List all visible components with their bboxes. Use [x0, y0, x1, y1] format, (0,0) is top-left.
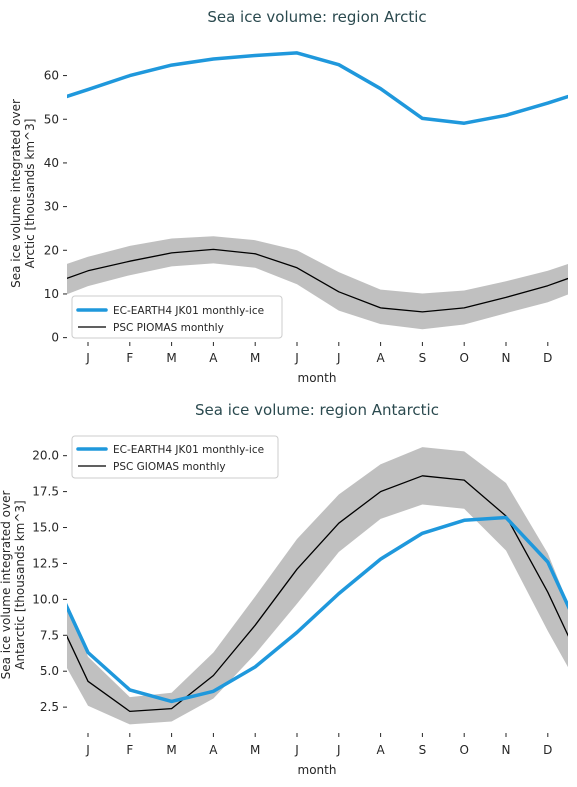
x-tick-label: M: [250, 351, 260, 365]
arctic-uncertainty-bands: [67, 236, 568, 330]
x-tick-label: M: [250, 743, 260, 757]
y-tick-label: 15.0: [32, 521, 59, 535]
x-tick-label: S: [419, 743, 427, 757]
antarctic-uncertainty-bands: [67, 447, 568, 725]
x-tick-label: D: [543, 743, 552, 757]
y-tick-label: 20.0: [32, 449, 59, 463]
x-tick-label: A: [209, 743, 218, 757]
arctic-legend-frame: [71, 295, 283, 339]
arctic-legend-label-obs: PSC PIOMAS monthly: [113, 322, 224, 334]
x-tick-label: J: [85, 351, 90, 365]
antarctic-chart-title: Sea ice volume: region Antarctic: [195, 401, 439, 419]
y-tick-label: 60: [44, 69, 59, 83]
y-tick-label: 12.5: [32, 556, 59, 570]
y-tick-label: 40: [44, 156, 59, 170]
x-tick-label: F: [126, 351, 133, 365]
x-tick-label: M: [166, 351, 176, 365]
x-tick-label: J: [336, 743, 341, 757]
x-tick-label: A: [209, 351, 218, 365]
model-series-line: [67, 515, 568, 704]
x-tick-label: F: [126, 743, 133, 757]
x-tick-label: J: [85, 743, 90, 757]
arctic-y-axis-label: Sea ice volume integrated overArctic [th…: [9, 99, 37, 288]
y-tick-label: 0: [51, 331, 59, 345]
x-tick-label: N: [502, 743, 511, 757]
x-tick-label: O: [459, 743, 468, 757]
arctic-series-lines: [67, 51, 568, 313]
antarctic-chart: Sea ice volume: region Antarctic 2.5 5.0 7…: [0, 401, 568, 777]
y-tick-label: 30: [44, 200, 59, 214]
x-tick-label: J: [294, 351, 299, 365]
arctic-legend-label-model: EC-EARTH4 JK01 monthly-ice: [113, 305, 264, 317]
x-tick-label: D: [543, 351, 552, 365]
arctic-chart-title: Sea ice volume: region Arctic: [207, 8, 426, 26]
arctic-y-ticks: 0 10 20 30 40 50 60: [44, 69, 67, 345]
antarctic-series-lines: [67, 475, 568, 713]
x-tick-label: S: [419, 351, 427, 365]
antarctic-legend-frame: [71, 435, 279, 479]
x-tick-label: A: [376, 351, 385, 365]
observation-series-line: [67, 475, 568, 713]
y-tick-label: 2.5: [40, 700, 59, 714]
arctic-x-axis-label: month: [298, 371, 337, 385]
uncertainty-band-1: [67, 447, 568, 725]
y-tick-label: 5.0: [40, 664, 59, 678]
y-tick-label: 20: [44, 243, 59, 257]
y-tick-label: 10: [44, 287, 59, 301]
y-tick-label: 50: [44, 112, 59, 126]
model-series-line: [67, 51, 568, 125]
antarctic-y-ticks: 2.5 5.0 7.5 10.0 12.5 15.0 17.5 20.0: [32, 449, 67, 714]
antarctic-legend-label-model: EC-EARTH4 JK01 monthly-ice: [113, 444, 264, 456]
x-tick-label: O: [459, 351, 468, 365]
antarctic-x-axis-label: month: [298, 763, 337, 777]
x-tick-label: J: [336, 351, 341, 365]
x-tick-label: A: [376, 743, 385, 757]
antarctic-legend-label-obs: PSC GIOMAS monthly: [113, 461, 226, 473]
arctic-legend: EC-EARTH4 JK01 monthly-ice PSC PIOMAS mo…: [71, 295, 283, 339]
x-tick-label: M: [166, 743, 176, 757]
x-tick-label: J: [294, 743, 299, 757]
uncertainty-band-1: [67, 236, 568, 330]
y-tick-label: 10.0: [32, 592, 59, 606]
observation-series-line: [67, 248, 568, 313]
arctic-chart: Sea ice volume: region Arctic 0 10 20 30 40 5…: [9, 8, 568, 385]
antarctic-legend: EC-EARTH4 JK01 monthly-ice PSC GIOMAS mo…: [71, 435, 279, 479]
y-tick-label: 17.5: [32, 485, 59, 499]
x-tick-label: N: [502, 351, 511, 365]
y-tick-label: 7.5: [40, 628, 59, 642]
antarctic-y-axis-label: Sea ice volume integrated overAntarctic …: [0, 491, 27, 680]
